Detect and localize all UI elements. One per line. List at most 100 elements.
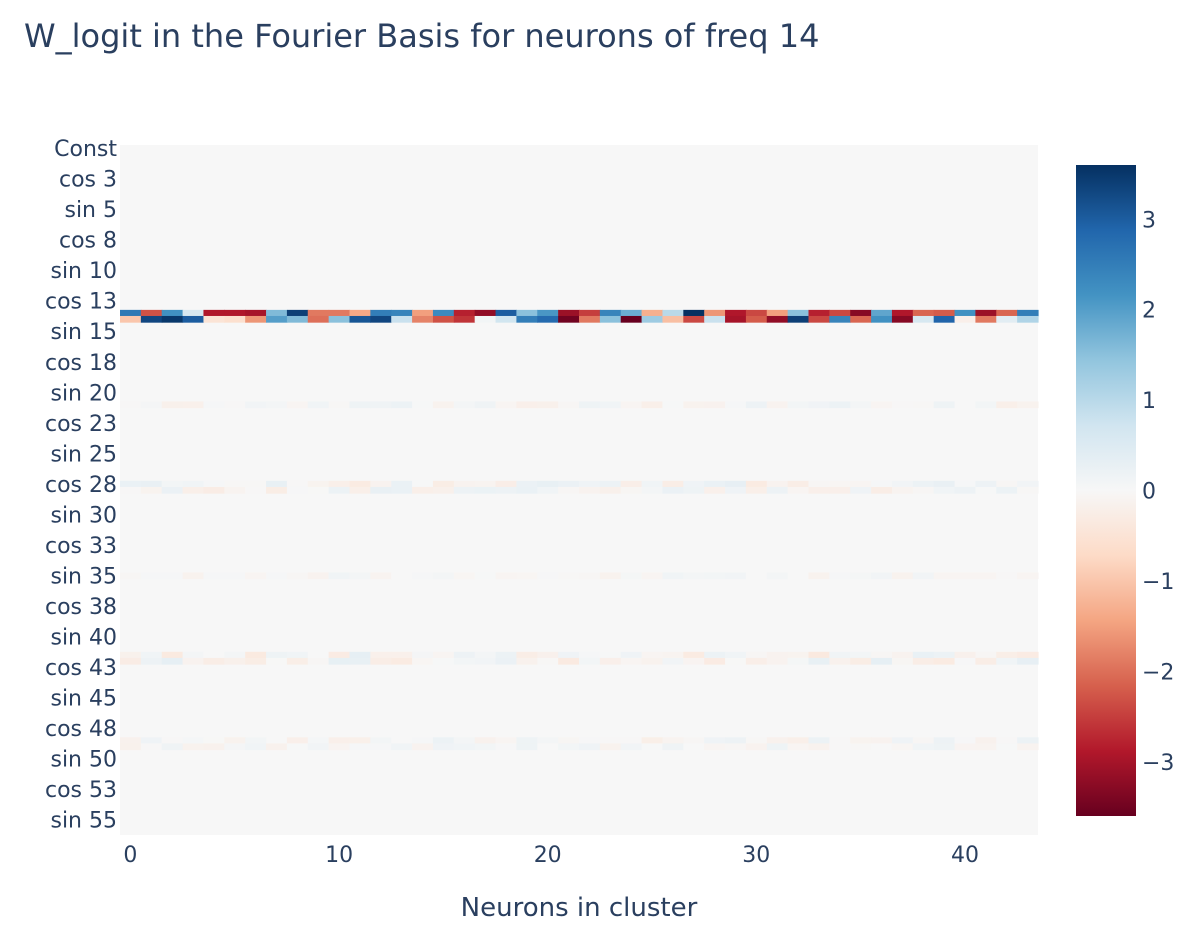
heatmap-cell	[474, 480, 497, 488]
y-tick-label: Const	[54, 137, 117, 162]
heatmap-cell	[975, 737, 997, 745]
heatmap-cell	[1017, 572, 1039, 580]
heatmap-cell	[537, 657, 559, 665]
heatmap-cell	[307, 572, 330, 580]
heatmap-cell	[1017, 480, 1039, 488]
heatmap-cell	[704, 572, 726, 580]
heatmap-cell	[161, 480, 184, 488]
heatmap-cell	[370, 737, 392, 745]
y-tick-label: cos 43	[45, 656, 117, 681]
heatmap-cell	[453, 657, 476, 665]
heatmap-cell	[912, 651, 935, 659]
heatmap-cell	[829, 315, 851, 323]
heatmap-cell	[516, 657, 538, 665]
heatmap-cell	[599, 737, 622, 745]
heatmap-cell	[203, 657, 225, 665]
y-tick-label: cos 33	[45, 534, 117, 559]
heatmap-cell	[620, 657, 643, 665]
heatmap-cell	[516, 486, 538, 494]
heatmap-cell	[808, 743, 830, 751]
heatmap-cell	[516, 401, 538, 409]
heatmap-cell	[474, 572, 497, 580]
y-tick-label: cos 13	[45, 290, 117, 315]
heatmap-cell	[579, 737, 601, 745]
heatmap-cell	[182, 480, 205, 488]
heatmap-cell	[766, 486, 789, 494]
heatmap-cell	[203, 651, 225, 659]
heatmap-cell	[933, 743, 956, 751]
heatmap-cell	[683, 743, 705, 751]
heatmap-cell	[787, 480, 810, 488]
heatmap-cell	[745, 651, 768, 659]
heatmap-cell	[245, 315, 267, 323]
heatmap-cell	[370, 651, 392, 659]
x-tick-label: 20	[534, 843, 562, 868]
heatmap-cell	[328, 572, 351, 580]
heatmap-cell	[871, 315, 893, 323]
heatmap-cell	[140, 401, 163, 409]
heatmap-cell	[579, 486, 601, 494]
heatmap-cell	[704, 743, 726, 751]
heatmap-cell	[182, 651, 205, 659]
heatmap-cell	[1017, 737, 1039, 745]
heatmap-cell	[620, 309, 643, 317]
heatmap-cell	[328, 486, 351, 494]
heatmap-cell	[266, 657, 288, 665]
heatmap-cell	[224, 315, 246, 323]
heatmap-cell	[495, 486, 518, 494]
heatmap-cell	[328, 743, 351, 751]
heatmap-cell	[307, 743, 330, 751]
heatmap-cell	[412, 309, 434, 317]
heatmap-cell	[891, 486, 914, 494]
heatmap-cell	[349, 743, 371, 751]
heatmap-cell	[829, 309, 851, 317]
heatmap-cell	[391, 486, 413, 494]
heatmap-cell	[224, 743, 246, 751]
heatmap-cell	[1017, 657, 1039, 665]
heatmap-cell	[871, 657, 893, 665]
heatmap-cell	[120, 401, 142, 409]
heatmap-cell	[120, 651, 142, 659]
heatmap-cell	[224, 401, 246, 409]
heatmap-cell	[954, 651, 977, 659]
heatmap-cell	[975, 743, 997, 751]
heatmap-cell	[224, 657, 246, 665]
heatmap-cell	[975, 315, 997, 323]
heatmap-cell	[683, 401, 705, 409]
heatmap-cell	[349, 480, 371, 488]
heatmap-cell	[891, 737, 914, 745]
heatmap-cell	[140, 480, 163, 488]
heatmap-cell	[432, 743, 455, 751]
heatmap-cell	[787, 315, 810, 323]
heatmap-cell	[766, 309, 789, 317]
heatmap-cell	[620, 743, 643, 751]
heatmap-cell	[641, 315, 664, 323]
heatmap-cell	[787, 486, 810, 494]
heatmap-cell	[641, 572, 664, 580]
heatmap-cell	[328, 315, 351, 323]
heatmap-cell	[954, 743, 977, 751]
heatmap-cell	[620, 572, 643, 580]
heatmap-cell	[349, 486, 371, 494]
heatmap-cell	[558, 651, 580, 659]
heatmap-cell	[432, 486, 455, 494]
heatmap-cell	[432, 651, 455, 659]
heatmap-cell	[224, 486, 246, 494]
heatmap-cell	[161, 486, 184, 494]
y-tick-label: sin 55	[50, 809, 117, 834]
heatmap-cell	[745, 657, 768, 665]
heatmap-cell	[140, 743, 163, 751]
heatmap-cell	[599, 651, 622, 659]
heatmap-cell	[182, 315, 205, 323]
heatmap-cell	[808, 309, 830, 317]
heatmap-cell	[871, 572, 893, 580]
heatmap-cell	[579, 315, 601, 323]
heatmap-cell	[641, 401, 664, 409]
heatmap-cell	[766, 401, 789, 409]
heatmap-cell	[161, 401, 184, 409]
heatmap-cell	[996, 401, 1018, 409]
heatmap-cell	[933, 486, 956, 494]
colorbar-tick-label: 1	[1142, 389, 1156, 414]
heatmap-cell	[871, 480, 893, 488]
heatmap-cell	[871, 486, 893, 494]
